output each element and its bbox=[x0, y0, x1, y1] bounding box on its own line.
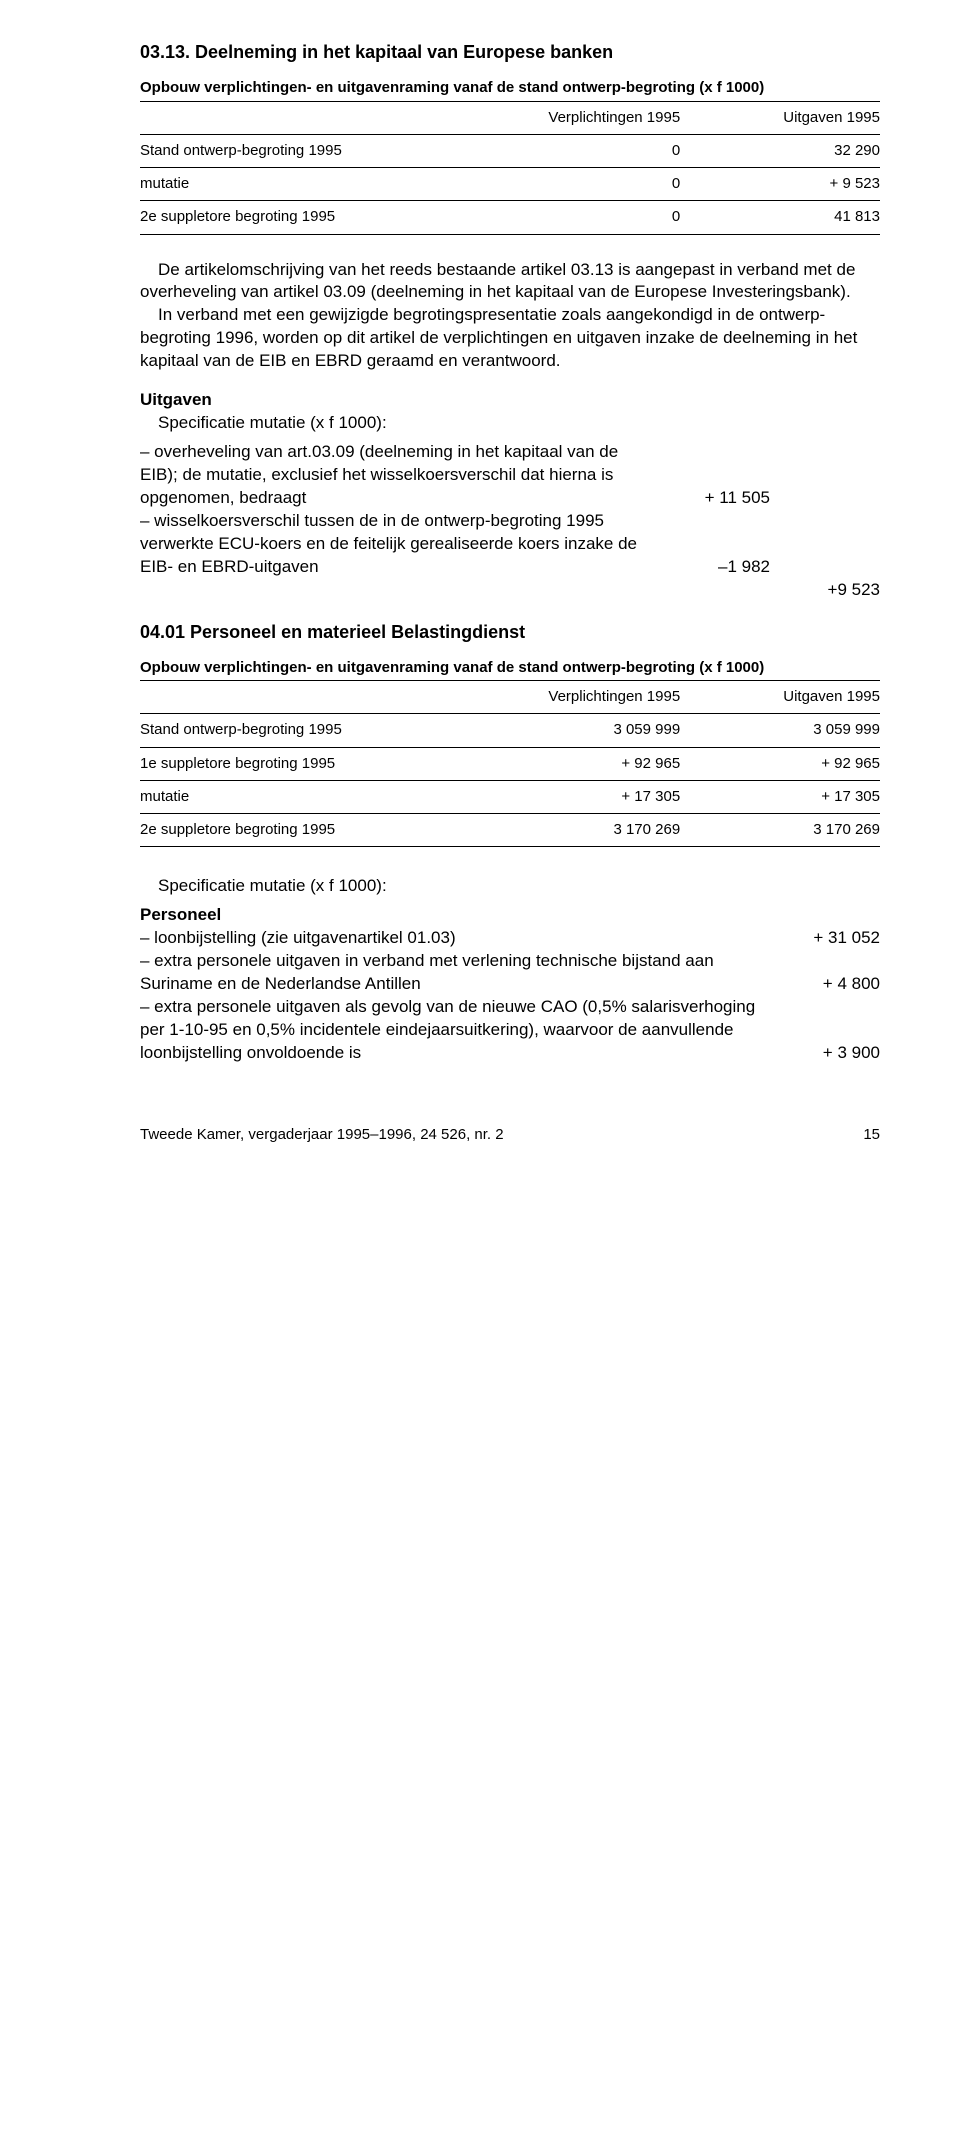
row-label: mutatie bbox=[140, 168, 480, 201]
spec-row: – loonbijstelling (zie uitgavenartikel 0… bbox=[140, 927, 880, 950]
section-title-0401: 04.01 Personeel en materieel Belastingdi… bbox=[140, 620, 880, 644]
row-v1: + 92 965 bbox=[480, 747, 680, 780]
row-label: 2e suppletore begroting 1995 bbox=[140, 201, 480, 234]
spec-text: – wisselkoersverschil tussen de in de on… bbox=[140, 510, 660, 579]
table-row: 2e suppletore begroting 1995 0 41 813 bbox=[140, 201, 880, 234]
spec-block-1: – overheveling van art.03.09 (deelneming… bbox=[140, 441, 880, 602]
row-v1: + 17 305 bbox=[480, 780, 680, 813]
spec-row: – overheveling van art.03.09 (deelneming… bbox=[140, 441, 880, 510]
table-row: mutatie + 17 305 + 17 305 bbox=[140, 780, 880, 813]
spec-text: – extra personele uitgaven in verband me… bbox=[140, 950, 770, 996]
table-row: 2e suppletore begroting 1995 3 170 269 3… bbox=[140, 814, 880, 847]
row-v1: 0 bbox=[480, 168, 680, 201]
spec-val: + 3 900 bbox=[770, 1042, 880, 1065]
table-col-2: Uitgaven 1995 bbox=[680, 101, 880, 134]
paragraph: In verband met een gewijzigde begrotings… bbox=[140, 304, 880, 373]
table-row: Stand ontwerp-begroting 1995 3 059 999 3… bbox=[140, 714, 880, 747]
spec-val: + 31 052 bbox=[770, 927, 880, 950]
row-v2: + 17 305 bbox=[680, 780, 880, 813]
spec-row: +9 523 bbox=[140, 579, 880, 602]
row-v2: + 9 523 bbox=[680, 168, 880, 201]
row-label: 1e suppletore begroting 1995 bbox=[140, 747, 480, 780]
personeel-heading: Personeel bbox=[140, 904, 880, 927]
table-subtitle-2: Opbouw verplichtingen- en uitgavenraming… bbox=[140, 658, 880, 678]
row-v1: 0 bbox=[480, 134, 680, 167]
spec-text: – overheveling van art.03.09 (deelneming… bbox=[140, 441, 660, 510]
budget-table-1: Verplichtingen 1995 Uitgaven 1995 Stand … bbox=[140, 101, 880, 235]
spec-val1: –1 982 bbox=[660, 556, 770, 579]
table-row: mutatie 0 + 9 523 bbox=[140, 168, 880, 201]
table-col-1: Verplichtingen 1995 bbox=[480, 681, 680, 714]
spec-title: Specificatie mutatie (x f 1000): bbox=[140, 412, 880, 435]
table-col-2: Uitgaven 1995 bbox=[680, 681, 880, 714]
spec-row: – extra personele uitgaven in verband me… bbox=[140, 950, 880, 996]
row-v2: 3 059 999 bbox=[680, 714, 880, 747]
spec-text: – loonbijstelling (zie uitgavenartikel 0… bbox=[140, 927, 770, 950]
row-v2: + 92 965 bbox=[680, 747, 880, 780]
row-label: 2e suppletore begroting 1995 bbox=[140, 814, 480, 847]
spec-title-2: Specificatie mutatie (x f 1000): bbox=[140, 875, 880, 898]
row-v2: 32 290 bbox=[680, 134, 880, 167]
row-v1: 3 059 999 bbox=[480, 714, 680, 747]
table-col-empty bbox=[140, 101, 480, 134]
row-v1: 0 bbox=[480, 201, 680, 234]
spec-total: +9 523 bbox=[770, 579, 880, 602]
row-label: mutatie bbox=[140, 780, 480, 813]
row-label: Stand ontwerp-begroting 1995 bbox=[140, 714, 480, 747]
uitgaven-heading: Uitgaven bbox=[140, 389, 880, 412]
table-subtitle-1: Opbouw verplichtingen- en uitgavenraming… bbox=[140, 78, 880, 98]
section-title-0313: 03.13. Deelneming in het kapitaal van Eu… bbox=[140, 40, 880, 64]
row-label: Stand ontwerp-begroting 1995 bbox=[140, 134, 480, 167]
spec-val: + 4 800 bbox=[770, 973, 880, 996]
row-v2: 41 813 bbox=[680, 201, 880, 234]
table-row: Stand ontwerp-begroting 1995 0 32 290 bbox=[140, 134, 880, 167]
row-v2: 3 170 269 bbox=[680, 814, 880, 847]
spec-val1: + 11 505 bbox=[660, 487, 770, 510]
footer-left: Tweede Kamer, vergaderjaar 1995–1996, 24… bbox=[140, 1125, 504, 1145]
footer-page-number: 15 bbox=[863, 1125, 880, 1145]
spec-row: – wisselkoersverschil tussen de in de on… bbox=[140, 510, 880, 579]
budget-table-2: Verplichtingen 1995 Uitgaven 1995 Stand … bbox=[140, 680, 880, 847]
spec-row: – extra personele uitgaven als gevolg va… bbox=[140, 996, 880, 1065]
spec-block-2: – loonbijstelling (zie uitgavenartikel 0… bbox=[140, 927, 880, 1065]
paragraph: De artikelomschrijving van het reeds bes… bbox=[140, 259, 880, 305]
table-col-empty bbox=[140, 681, 480, 714]
row-v1: 3 170 269 bbox=[480, 814, 680, 847]
spec-text: – extra personele uitgaven als gevolg va… bbox=[140, 996, 770, 1065]
page-footer: Tweede Kamer, vergaderjaar 1995–1996, 24… bbox=[140, 1125, 880, 1145]
table-row: 1e suppletore begroting 1995 + 92 965 + … bbox=[140, 747, 880, 780]
table-col-1: Verplichtingen 1995 bbox=[480, 101, 680, 134]
